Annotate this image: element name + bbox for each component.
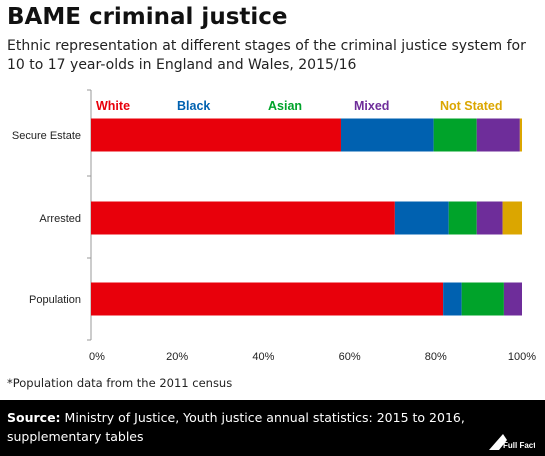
source-note: Source: Ministry of Justice, Youth justi… <box>7 408 477 446</box>
x-tick-label: 0% <box>89 351 105 363</box>
footnote: *Population data from the 2011 census <box>7 376 233 390</box>
bar-segment <box>433 118 477 152</box>
bar-segment <box>340 118 434 152</box>
x-tick-label: 60% <box>339 351 361 363</box>
bar-segment <box>476 201 503 235</box>
x-tick-label: 80% <box>425 351 447 363</box>
bar-segment <box>476 118 520 152</box>
source-footer: Source: Ministry of Justice, Youth justi… <box>0 400 545 456</box>
full-fact-logo: Full Fact <box>489 434 535 450</box>
bar-segment <box>91 118 341 152</box>
category-label: Arrested <box>39 213 81 225</box>
bar-segment <box>519 118 522 152</box>
bar-segment <box>394 201 449 235</box>
legend-label: Mixed <box>354 99 389 113</box>
bar-segment <box>503 282 522 316</box>
category-label: Population <box>29 294 81 306</box>
bar-segment <box>502 201 522 235</box>
bar-segment <box>443 282 462 316</box>
category-label: Secure Estate <box>12 130 81 142</box>
bar-segment <box>91 282 444 316</box>
x-tick-label: 20% <box>166 351 188 363</box>
legend-label: Black <box>177 99 210 113</box>
stacked-bar-chart: Secure Estate Arrested Population 0% 20% 40% 6… <box>12 89 536 363</box>
chart-title: BAME criminal justice <box>7 4 288 30</box>
x-tick-label: 40% <box>252 351 274 363</box>
bar-segment <box>91 201 395 235</box>
bar-segment <box>461 282 504 316</box>
x-tick-label: 100% <box>508 351 536 363</box>
legend-label: White <box>96 99 130 113</box>
svg-text:Full Fact: Full Fact <box>503 441 535 450</box>
bar-segment <box>448 201 477 235</box>
chart-subtitle: Ethnic representation at different stage… <box>7 38 526 73</box>
legend-label: Asian <box>268 99 302 113</box>
legend-label: Not Stated <box>440 99 503 113</box>
source-label: Source: <box>7 410 61 425</box>
source-text: Ministry of Justice, Youth justice annua… <box>7 410 465 444</box>
